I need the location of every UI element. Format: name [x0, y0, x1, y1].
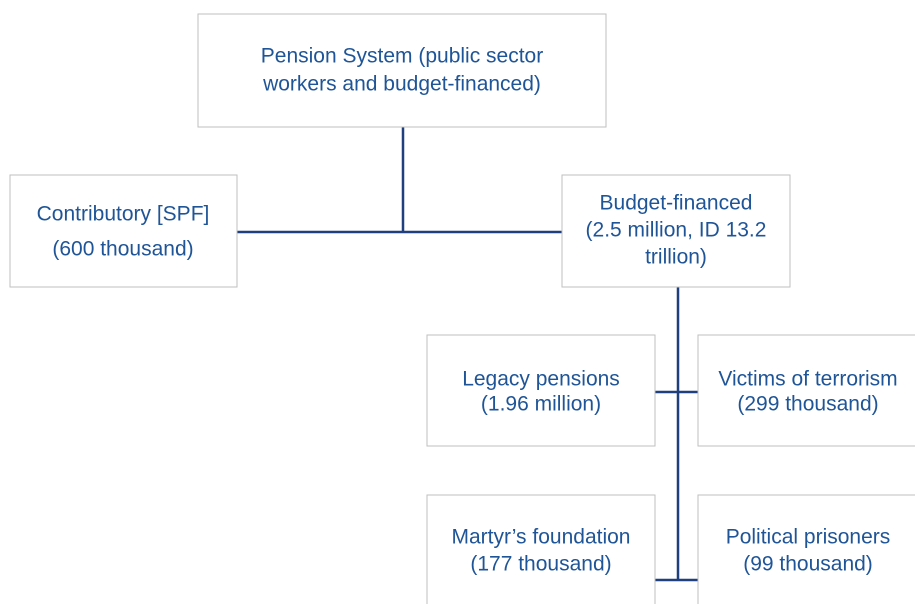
node-label: Contributory [SPF]: [37, 203, 210, 226]
node-label: (99 thousand): [743, 553, 873, 576]
node-label: Political prisoners: [726, 526, 891, 549]
node-box: [561, 174, 791, 288]
node-label: (299 thousand): [737, 393, 878, 416]
node-box: [697, 334, 915, 447]
node-box: [197, 13, 607, 128]
node-box: [697, 494, 915, 604]
node-label: Budget-financed: [600, 192, 753, 215]
node-label: trillion): [645, 246, 707, 269]
node-box: [9, 174, 238, 288]
node-label: (1.96 million): [481, 393, 601, 416]
node-label: Pension System (public sector: [261, 45, 543, 68]
node-label: Victims of terrorism: [718, 368, 897, 391]
node-label: (177 thousand): [470, 553, 611, 576]
node-label: Martyr’s foundation: [452, 526, 631, 549]
node-label: (2.5 million, ID 13.2: [586, 219, 767, 242]
node-box: [426, 334, 656, 447]
node-label: workers and budget-financed): [262, 73, 541, 96]
node-label: Legacy pensions: [462, 368, 620, 391]
node-box: [426, 494, 656, 604]
node-label: (600 thousand): [52, 238, 193, 261]
